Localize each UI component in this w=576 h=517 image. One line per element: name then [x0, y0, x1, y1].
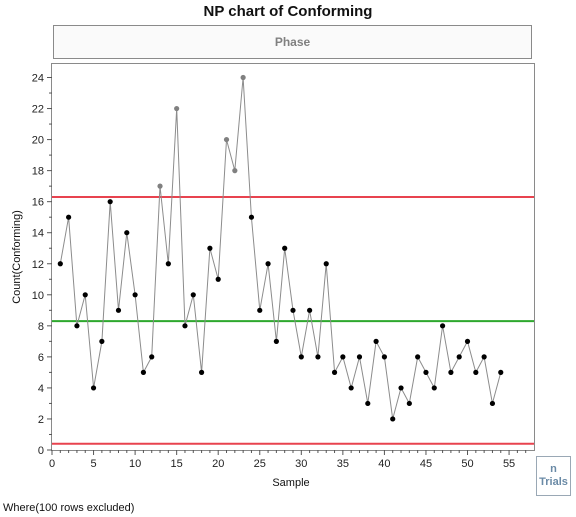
where-filter-note: Where(100 rows excluded): [3, 502, 135, 514]
data-point: [132, 292, 138, 298]
x-tick-label: 5: [90, 458, 96, 470]
data-point: [74, 323, 80, 329]
data-point: [257, 307, 263, 313]
y-tick-label: 14: [32, 228, 44, 240]
data-point: [331, 369, 338, 375]
n-trials-drop-zone[interactable]: n Trials: [536, 456, 571, 496]
data-point: [348, 385, 354, 391]
data-point: [464, 338, 471, 344]
data-point: [198, 369, 205, 375]
data-point-out-of-limit: [223, 136, 230, 143]
data-point: [207, 245, 213, 251]
y-tick-label: 20: [32, 135, 44, 147]
data-point: [66, 214, 72, 220]
x-tick-label: 45: [420, 458, 432, 470]
data-point: [124, 230, 130, 236]
trials-label: Trials: [539, 476, 568, 488]
data-point: [282, 245, 288, 251]
data-point-out-of-limit: [174, 105, 180, 112]
data-point: [248, 214, 255, 220]
data-point: [498, 369, 504, 375]
data-point: [398, 385, 404, 391]
np-chart-svg: Count(Conforming) Sample 024681012141618…: [11, 73, 534, 489]
y-axis-title: Count(Conforming): [11, 210, 23, 304]
data-point-out-of-limit: [157, 183, 163, 189]
x-tick-label: 15: [171, 458, 183, 470]
data-point: [340, 354, 346, 360]
x-tick-label: 20: [212, 458, 224, 470]
y-tick-label: 10: [32, 290, 44, 302]
data-point: [115, 307, 122, 313]
y-tick-label: 18: [32, 166, 44, 178]
y-axis-title-group: Count(Conforming): [11, 210, 23, 304]
series-conforming: [57, 74, 504, 422]
y-tick-label: 6: [38, 352, 44, 364]
phase-label: Phase: [274, 35, 311, 49]
data-point-out-of-limit: [232, 168, 238, 174]
data-point: [390, 416, 396, 422]
x-tick-label: 10: [129, 458, 141, 470]
x-tick-label: 0: [49, 458, 55, 470]
data-point: [323, 261, 329, 267]
y-tick-label: 22: [32, 104, 44, 116]
plot-frame: [51, 63, 535, 451]
data-point: [99, 338, 105, 344]
data-point: [365, 400, 371, 407]
y-tick-label: 8: [38, 321, 44, 333]
data-point: [448, 369, 454, 375]
data-point: [149, 354, 155, 360]
control-limits: [52, 196, 534, 445]
data-point: [298, 354, 304, 360]
data-point: [489, 400, 496, 407]
data-point: [439, 323, 446, 329]
data-point: [273, 338, 279, 344]
y-tick-label: 24: [32, 73, 44, 85]
data-point: [290, 307, 296, 313]
phase-drop-zone[interactable]: Phase: [53, 25, 532, 59]
x-tick-label: 35: [337, 458, 349, 470]
data-point: [140, 369, 147, 375]
data-point: [431, 385, 437, 391]
data-point: [315, 354, 321, 360]
data-point: [356, 354, 363, 360]
data-point: [481, 354, 487, 360]
data-point: [107, 199, 113, 205]
x-tick-label: 50: [461, 458, 473, 470]
data-point: [373, 338, 379, 344]
series-line: [59, 77, 502, 420]
data-point: [456, 354, 462, 360]
data-point-out-of-limit: [240, 74, 246, 81]
x-tick-label: 25: [254, 458, 266, 470]
y-tick-label: 2: [38, 414, 44, 426]
y-tick-label: 12: [32, 259, 44, 271]
data-point: [190, 292, 196, 298]
y-tick-label: 16: [32, 197, 44, 209]
x-tick-label: 40: [378, 458, 390, 470]
data-point: [165, 261, 171, 267]
y-tick-label: 4: [38, 383, 44, 395]
data-point: [415, 354, 421, 360]
data-point: [423, 369, 429, 375]
data-point: [265, 261, 271, 267]
x-axis: 0 5 10 15 20 25 30 35 40 45 50 55: [49, 450, 527, 470]
data-point: [57, 261, 63, 267]
data-point: [473, 369, 479, 375]
chart-title: NP chart of Conforming: [203, 3, 373, 20]
x-tick-label: 30: [295, 458, 307, 470]
n-label: n: [550, 463, 557, 475]
data-point: [182, 323, 188, 329]
x-tick-label: 55: [503, 458, 515, 470]
data-point: [90, 385, 97, 391]
data-point: [307, 307, 313, 313]
data-point: [215, 276, 221, 282]
data-point: [82, 292, 88, 298]
x-axis-title: Sample: [272, 477, 309, 489]
data-point: [406, 400, 412, 407]
data-point: [381, 354, 388, 360]
y-tick-label: 0: [38, 445, 44, 457]
